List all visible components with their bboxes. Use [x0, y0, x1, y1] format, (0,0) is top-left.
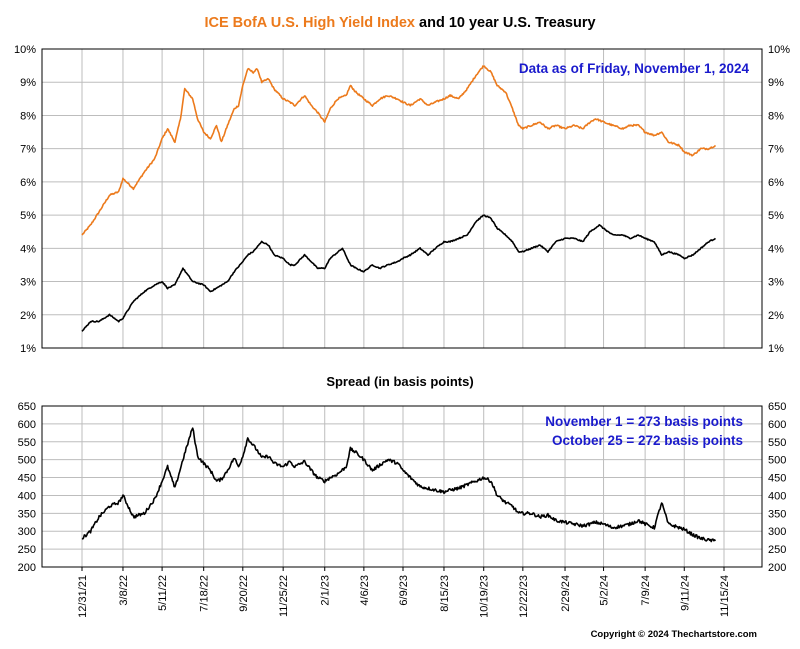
high-yield-series-line [81, 65, 717, 236]
y-tick-label-left: 10% [14, 44, 36, 56]
x-tick-label: 3/8/22 [118, 575, 130, 606]
y-tick-label-right: 250 [768, 544, 786, 556]
spread-panel-grid [42, 405, 762, 568]
x-tick-label: 12/22/23 [518, 575, 530, 618]
title-part: ICE BofA U.S. High Yield Index [204, 15, 415, 31]
y-tick-label-right: 1% [768, 343, 784, 355]
x-tick-label: 11/25/22 [278, 575, 290, 617]
yield-panel-grid [42, 48, 762, 349]
y-tick-label-right: 350 [768, 508, 786, 520]
yield-panel: 1% 1% 2% 2% 3% 3% 4% 4% 5% 5% 6% 6% 7% 7% 8% 8% 9% 9% 10% 1… [14, 44, 790, 355]
y-tick-label-left: 250 [18, 544, 36, 556]
y-tick-label-left: 6% [20, 177, 36, 189]
y-tick-label-right: 7% [768, 144, 784, 156]
y-tick-label-left: 1% [20, 343, 36, 355]
y-tick-label-left: 350 [18, 508, 36, 520]
y-tick-label-right: 600 [768, 419, 786, 431]
treasury-series-line [81, 214, 717, 332]
y-tick-label-left: 550 [18, 437, 36, 449]
title-part: and 10 year U.S. Treasury [415, 15, 596, 31]
copyright: Copyright © 2024 Thechartstore.com [591, 629, 757, 640]
y-tick-label-right: 550 [768, 437, 786, 449]
y-tick-label-left: 200 [18, 562, 36, 574]
y-tick-label-right: 9% [768, 77, 784, 89]
x-tick-label: 12/31/21 [77, 575, 89, 618]
x-tick-label: 9/20/22 [238, 575, 250, 612]
y-tick-label-right: 4% [768, 243, 784, 255]
x-tick-label: 11/15/24 [719, 575, 731, 617]
y-tick-label-left: 2% [20, 310, 36, 322]
y-tick-label-left: 600 [18, 419, 36, 431]
y-tick-label-right: 2% [768, 310, 784, 322]
x-axis: 12/31/21 3/8/22 5/11/22 7/18/22 9/20/22 11/25… [77, 567, 731, 618]
y-tick-label-left: 4% [20, 243, 36, 255]
x-tick-label: 8/15/23 [439, 575, 451, 612]
y-tick-label-left: 3% [20, 277, 36, 289]
y-tick-label-left: 650 [18, 401, 36, 413]
spread-title: Spread (in basis points) [326, 374, 473, 389]
y-tick-label-right: 3% [768, 277, 784, 289]
x-tick-label: 2/29/24 [560, 575, 572, 612]
y-tick-label-right: 5% [768, 210, 784, 222]
y-tick-label-left: 500 [18, 455, 36, 467]
x-tick-label: 7/9/24 [640, 575, 652, 606]
x-tick-label: 5/11/22 [157, 575, 169, 611]
y-tick-label-right: 200 [768, 562, 786, 574]
y-tick-label-right: 10% [768, 44, 790, 56]
x-tick-label: 10/19/23 [479, 575, 491, 618]
y-tick-label-right: 400 [768, 490, 786, 502]
spread-annotation: November 1 = 273 basis points [545, 414, 743, 429]
y-tick-label-left: 400 [18, 490, 36, 502]
x-tick-label: 7/18/22 [199, 575, 211, 612]
y-tick-label-right: 450 [768, 473, 786, 485]
y-tick-label-right: 8% [768, 110, 784, 122]
spread-panel: 200 200 250 250 300 300 350 350 400 400 450 450 500 5… [18, 401, 787, 574]
y-tick-label-right: 300 [768, 526, 786, 538]
spread-annotation: October 25 = 272 basis points [552, 433, 743, 448]
spread-panel-frame [41, 405, 763, 568]
x-tick-label: 4/6/23 [359, 575, 371, 606]
y-tick-label-right: 6% [768, 177, 784, 189]
y-tick-label-left: 450 [18, 473, 36, 485]
y-tick-label-left: 300 [18, 526, 36, 538]
y-tick-label-left: 5% [20, 210, 36, 222]
y-tick-label-right: 500 [768, 455, 786, 467]
y-tick-label-left: 8% [20, 110, 36, 122]
x-tick-label: 6/9/23 [398, 575, 410, 606]
chart-title: ICE BofA U.S. High Yield Index and 10 ye… [204, 15, 595, 31]
y-tick-label-left: 7% [20, 144, 36, 156]
x-tick-label: 2/1/23 [320, 575, 332, 606]
y-tick-label-left: 9% [20, 77, 36, 89]
x-tick-label: 9/11/24 [679, 575, 691, 611]
x-tick-label: 5/2/24 [599, 575, 611, 606]
y-tick-label-right: 650 [768, 401, 786, 413]
yield-panel-frame [41, 48, 763, 349]
as-of-annotation: Data as of Friday, November 1, 2024 [519, 61, 750, 76]
spread-series-line [81, 427, 717, 543]
